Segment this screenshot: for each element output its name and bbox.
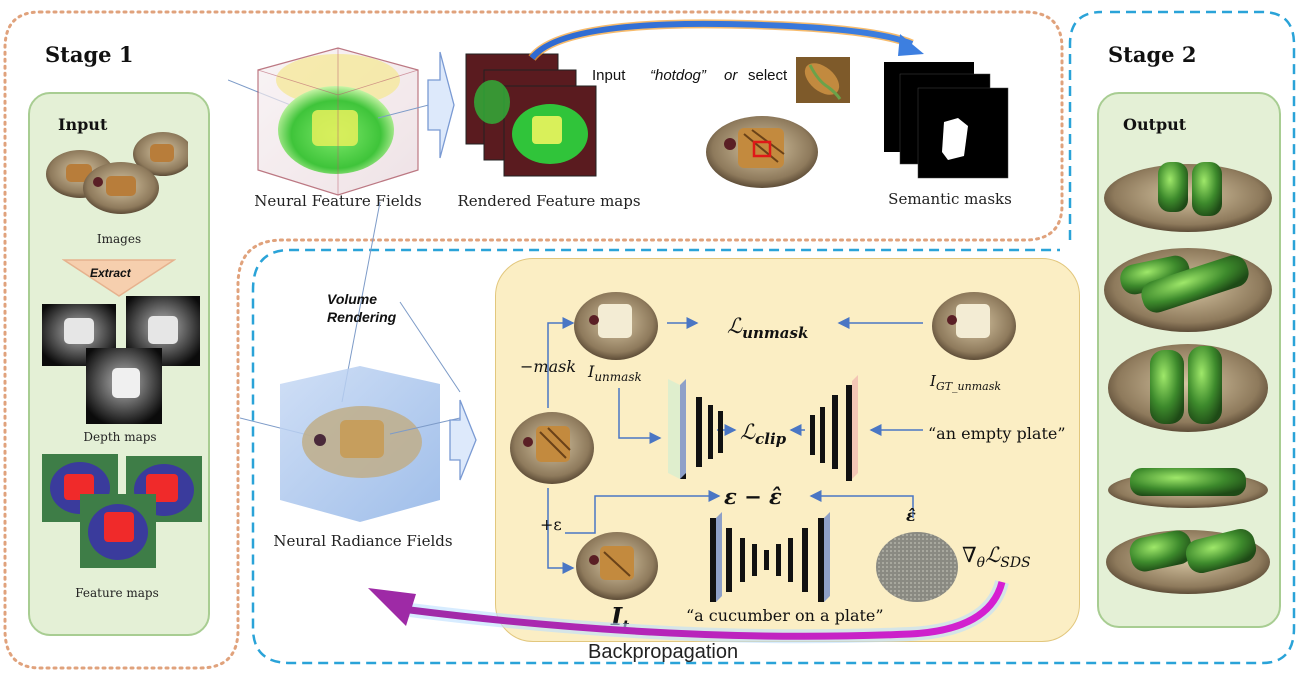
eps-diff-label: ε − ε̂ [724, 484, 782, 509]
hotdog-crop-thumb [796, 57, 850, 103]
select-word: select [748, 67, 788, 84]
clip-image-encoder [668, 379, 723, 479]
i-t-image [576, 532, 658, 600]
output-plate-5 [1106, 529, 1270, 594]
clip-encoders [668, 375, 858, 481]
theta-subscript: θ [976, 555, 986, 572]
stage1-border [3, 10, 1064, 670]
depth-maps [42, 296, 200, 424]
i-unmask-label: Iunmask [588, 362, 642, 384]
i-unmask-subscript: unmask [594, 370, 642, 385]
input-word: Input [592, 67, 626, 84]
empty-plate-prompt: “an empty plate” [928, 424, 1066, 443]
output-title: Output [1123, 115, 1187, 134]
minus-mask-label: −mask [520, 357, 577, 376]
eps-hat-noise-image [876, 532, 958, 602]
rendered-feature-maps [465, 53, 597, 177]
volume-rendering-line1: Volume [327, 291, 378, 307]
l-clip-subscript: clip [755, 430, 787, 449]
cucumber-prompt: “a cucumber on a plate” [686, 606, 884, 625]
eps-hat-label: ε̂ [906, 506, 916, 525]
l-sds-symbol: ℒ [985, 543, 1001, 567]
i-unmask-symbol: I [588, 362, 595, 381]
l-unmask-subscript: unmask [742, 324, 809, 343]
block-arrow-bottom [449, 399, 477, 481]
l-unmask-symbol: ℒ [727, 314, 743, 338]
semantic-masks-label: Semantic masks [888, 190, 1012, 208]
backprop-arrow [368, 579, 1009, 644]
neural-feature-fields-label: Neural Feature Fields [254, 192, 422, 210]
stage2-border [251, 10, 1296, 665]
output-plate-4 [1108, 468, 1268, 508]
images-label: Images [96, 232, 142, 246]
input-title: Input [58, 115, 108, 134]
sds-subscript: SDS [1000, 555, 1031, 572]
i-unmask-image [574, 292, 658, 360]
or-word: or [724, 67, 738, 84]
core-panel-arrows [547, 317, 923, 574]
i-gt-unmask-label: IGT_unmask [930, 372, 1001, 393]
output-plate-1 [1104, 162, 1272, 232]
hotdog-word: “hotdog” [650, 67, 706, 84]
l-unmask-label: ℒunmask [727, 314, 808, 342]
depth-maps-label: Depth maps [83, 430, 157, 444]
block-arrow-top [427, 51, 455, 159]
grad-sds-label: ∇θℒSDS [962, 543, 1031, 571]
extract-arrow [62, 259, 176, 297]
plus-eps-label: +ε [540, 515, 562, 534]
i-gt-unmask-image [932, 292, 1016, 360]
output-plate-2 [1104, 248, 1272, 332]
backpropagation-label: Backpropagation [588, 641, 739, 663]
stage1-title: Stage 1 [45, 42, 134, 67]
nabla-symbol: ∇ [962, 543, 977, 567]
top-curved-arrow [528, 19, 924, 62]
volume-rendering-label: Volume Rendering [327, 290, 396, 326]
output-images [1104, 162, 1272, 594]
unet-diagram [710, 512, 830, 602]
l-clip-symbol: ℒ [740, 420, 756, 444]
l-clip-label: ℒclip [740, 420, 786, 448]
stage2-title: Stage 2 [1108, 42, 1197, 67]
semantic-masks [884, 62, 1009, 179]
feature-maps [42, 454, 202, 568]
neural-radiance-fields-cube [240, 366, 461, 522]
input-images [46, 132, 188, 214]
center-plate-image [510, 412, 594, 484]
i-t-symbol: I [611, 602, 623, 631]
neural-radiance-fields-label: Neural Radiance Fields [273, 532, 453, 550]
hotdog-plate-select [706, 116, 818, 188]
extract-label: Extract [90, 266, 131, 280]
i-gt-symbol: I [930, 372, 936, 390]
neural-feature-fields-cube [228, 47, 449, 196]
clip-text-encoder [810, 375, 858, 481]
volume-rendering-line2: Rendering [327, 309, 397, 325]
i-gt-subscript: GT_unmask [935, 380, 1002, 393]
rendered-feature-maps-label: Rendered Feature maps [457, 192, 641, 210]
output-plate-3 [1108, 344, 1268, 432]
feature-maps-label: Feature maps [75, 586, 159, 600]
